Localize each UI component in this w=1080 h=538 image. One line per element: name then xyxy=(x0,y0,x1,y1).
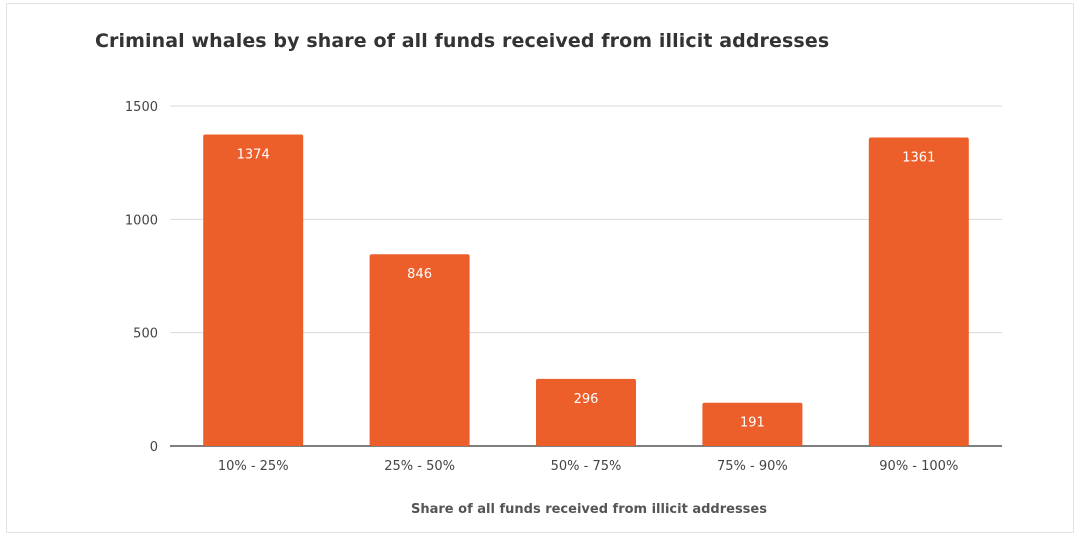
x-tick-label: 75% - 90% xyxy=(717,459,788,474)
y-tick-label: 0 xyxy=(150,440,158,455)
y-tick-label: 1000 xyxy=(125,213,158,228)
bar-value-label: 296 xyxy=(574,392,599,407)
bar xyxy=(369,254,470,446)
y-tick-label: 1500 xyxy=(125,100,158,115)
bar xyxy=(203,134,304,446)
x-tick-label: 25% - 50% xyxy=(384,459,455,474)
bar-value-label: 1361 xyxy=(902,151,935,166)
x-tick-label: 10% - 25% xyxy=(218,459,289,474)
bar xyxy=(536,378,636,446)
bar xyxy=(868,137,969,447)
x-axis-title: Share of all funds received from illicit… xyxy=(411,502,767,517)
bar-value-label: 1374 xyxy=(237,148,270,163)
x-tick-label: 50% - 75% xyxy=(551,459,622,474)
x-tick-label: 90% - 100% xyxy=(879,459,958,474)
bar xyxy=(702,402,803,446)
labels: 0 500 1000 1500 1374 10% - 25% 846 25% - 50% 296… xyxy=(125,100,958,474)
y-tick-label: 500 xyxy=(133,327,158,342)
bar-value-label: 846 xyxy=(407,267,432,282)
bar-value-label: 191 xyxy=(740,416,765,431)
chart-title: Criminal whales by share of all funds re… xyxy=(95,30,830,52)
bars xyxy=(203,134,969,447)
